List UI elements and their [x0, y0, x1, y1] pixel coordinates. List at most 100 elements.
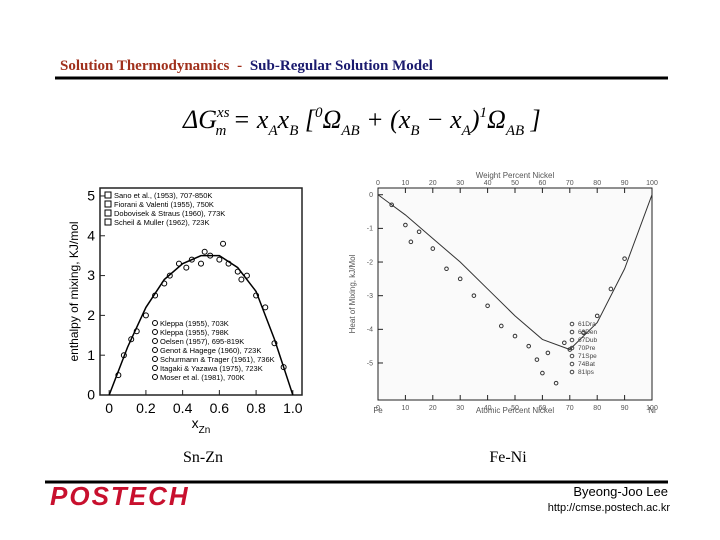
- data-point: [562, 340, 567, 346]
- equation-part: ]: [524, 105, 541, 134]
- header-subtitle: Sub-Regular Solution Model: [250, 58, 433, 74]
- data-point: [128, 336, 135, 343]
- data-point: [512, 333, 518, 339]
- legend-symbol: [152, 365, 158, 371]
- equation-part: = x: [226, 105, 269, 134]
- data-point: [234, 268, 241, 275]
- data-point: [408, 239, 414, 245]
- data-point: [142, 312, 149, 319]
- data-point: [416, 229, 422, 235]
- x-tick-label: 70: [566, 405, 574, 412]
- data-point: [581, 330, 586, 335]
- y-tick-label: -5: [367, 360, 373, 367]
- y-tick-label: 0: [87, 387, 95, 403]
- legend-entry: Genot & Hagege (1960), 723K: [160, 346, 261, 355]
- author: Byeong-Joo Lee: [573, 484, 668, 499]
- legend-entry: 70Pre: [578, 345, 596, 352]
- x-tick-label: 0.4: [173, 400, 193, 416]
- legend-entry: 61Dra: [578, 321, 596, 328]
- data-point: [271, 340, 278, 347]
- legend-symbol: [152, 329, 158, 335]
- data-point: [594, 313, 600, 319]
- data-point: [120, 352, 127, 359]
- legend-entry: Scheil & Muller (1962), 723K: [114, 218, 209, 227]
- x-tick-label: 50: [511, 405, 519, 412]
- equation-part: x: [277, 105, 290, 134]
- equation-part: B: [410, 123, 419, 139]
- x-tick-label: 100: [646, 405, 658, 412]
- x-tick-label: 10: [402, 405, 410, 412]
- caption: Sn-Zn: [183, 449, 223, 466]
- equation-part: A: [267, 123, 278, 139]
- equation-part: 1: [480, 105, 488, 121]
- equation-part: − x: [420, 105, 463, 134]
- chart-frame: [377, 187, 653, 401]
- data-point: [175, 260, 182, 267]
- data-point: [608, 286, 614, 292]
- x-tick-label: 20: [429, 405, 437, 412]
- data-point: [253, 292, 260, 299]
- equation-part: AB: [505, 123, 524, 139]
- x-tick-label: 40: [484, 405, 492, 412]
- equation-part: Ω: [323, 105, 342, 134]
- data-point: [161, 280, 168, 287]
- equation-part: A: [461, 123, 472, 139]
- equation-part: xs: [216, 105, 230, 121]
- data-point: [115, 372, 122, 379]
- y-tick-label: 5: [87, 188, 95, 204]
- legend-entry: Schurmann & Trager (1961), 736K: [160, 355, 275, 364]
- data-point: [152, 292, 159, 299]
- legend-entry: 81Ips: [578, 369, 595, 376]
- data-point: [403, 222, 408, 228]
- equation-part: 0: [315, 105, 323, 121]
- data-point: [238, 276, 245, 283]
- chart-fe-ni: 0010102020303040405050606070708080909010…: [348, 171, 658, 466]
- data-point: [499, 323, 504, 329]
- legend-symbol: [569, 321, 575, 327]
- data-point: [220, 240, 227, 247]
- url: http://cmse.postech.ac.kr: [548, 502, 671, 514]
- x-tick-label: 90: [621, 405, 629, 412]
- data-point: [280, 364, 287, 371]
- data-point: [471, 293, 477, 298]
- legend-symbol: [152, 347, 158, 353]
- chart-frame: [99, 187, 303, 396]
- data-point: [534, 357, 540, 362]
- y-tick-label: 0: [369, 192, 373, 199]
- equation-part: m: [216, 123, 227, 139]
- legend-symbol: [569, 353, 575, 359]
- data-point: [622, 256, 627, 261]
- data-point: [540, 370, 545, 376]
- header-title: Solution Thermodynamics: [60, 58, 229, 74]
- data-point: [166, 272, 173, 279]
- data-point: [430, 246, 436, 251]
- y-axis-label: enthalpy of mixing, KJ/mol: [67, 221, 81, 361]
- top-tick-label: 100: [646, 180, 658, 187]
- data-point: [225, 260, 232, 267]
- top-tick-label: 50: [511, 180, 519, 187]
- data-point: [183, 264, 190, 271]
- x-axis-label-main: x: [192, 415, 199, 431]
- legend-entry: 74Bat: [578, 361, 595, 368]
- right-end-label: Ni: [648, 406, 656, 415]
- x-tick-label: 0.8: [246, 400, 266, 416]
- data-point: [216, 256, 223, 263]
- legend-entry: 63Den: [578, 329, 598, 336]
- data-point: [133, 328, 140, 335]
- data-point: [553, 380, 559, 386]
- data-point: [243, 272, 250, 279]
- legend-entry: Kleppa (1955), 703K: [160, 319, 229, 328]
- data-point: [457, 276, 463, 282]
- header: Solution Thermodynamics - Sub-Regular So…: [60, 58, 433, 74]
- equation: ΔGxs m = xAxB [0ΩAB + (xB − xA)1ΩAB ]: [182, 105, 541, 139]
- top-tick-label: 30: [456, 180, 464, 187]
- legend-symbol: [152, 320, 158, 326]
- y-tick-label: -1: [367, 226, 373, 233]
- x-tick-label: 30: [456, 405, 464, 412]
- data-point: [526, 343, 532, 349]
- data-point: [207, 252, 214, 259]
- x-tick-label: 0.2: [136, 400, 156, 416]
- top-tick-label: 40: [484, 180, 492, 187]
